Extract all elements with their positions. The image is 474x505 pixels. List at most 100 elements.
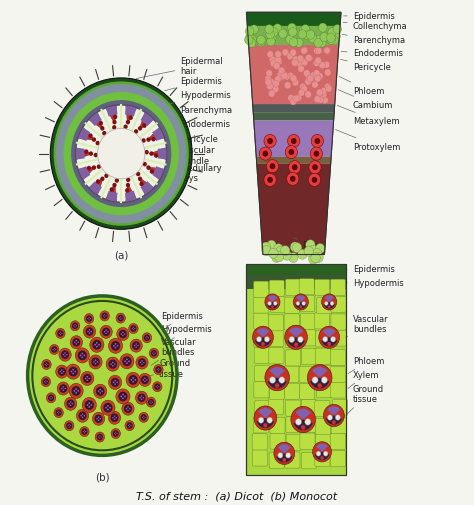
Circle shape: [87, 331, 89, 333]
Circle shape: [138, 177, 142, 182]
Circle shape: [96, 342, 98, 344]
FancyBboxPatch shape: [315, 331, 330, 347]
Circle shape: [120, 396, 122, 397]
Circle shape: [143, 416, 144, 417]
Wedge shape: [323, 329, 336, 338]
Circle shape: [290, 50, 296, 57]
Circle shape: [296, 302, 300, 306]
Circle shape: [116, 314, 126, 324]
Circle shape: [126, 178, 130, 183]
Circle shape: [324, 84, 331, 91]
Circle shape: [64, 388, 66, 389]
Circle shape: [114, 380, 116, 382]
Circle shape: [69, 424, 70, 425]
Circle shape: [134, 328, 136, 329]
Circle shape: [124, 333, 126, 335]
Circle shape: [304, 247, 313, 257]
Circle shape: [270, 164, 275, 170]
Circle shape: [70, 336, 82, 349]
Circle shape: [278, 29, 287, 38]
Circle shape: [66, 354, 68, 356]
Circle shape: [277, 72, 283, 79]
Circle shape: [143, 379, 144, 381]
Circle shape: [72, 323, 78, 329]
Circle shape: [92, 166, 96, 171]
Circle shape: [330, 37, 338, 46]
Circle shape: [74, 324, 76, 326]
Circle shape: [328, 415, 333, 421]
Circle shape: [100, 389, 101, 390]
FancyBboxPatch shape: [284, 366, 299, 382]
FancyBboxPatch shape: [284, 314, 299, 330]
Circle shape: [76, 410, 89, 422]
Circle shape: [86, 316, 92, 322]
Circle shape: [306, 31, 315, 40]
Circle shape: [114, 433, 115, 434]
Circle shape: [130, 379, 132, 381]
Circle shape: [73, 338, 81, 347]
Circle shape: [129, 426, 130, 428]
Circle shape: [300, 306, 302, 309]
Circle shape: [110, 414, 118, 422]
Circle shape: [113, 382, 114, 383]
Circle shape: [87, 167, 91, 171]
Circle shape: [67, 399, 74, 408]
Circle shape: [139, 413, 148, 423]
Circle shape: [116, 389, 130, 404]
Circle shape: [92, 340, 101, 350]
Circle shape: [274, 76, 281, 83]
Circle shape: [100, 436, 102, 438]
FancyBboxPatch shape: [331, 296, 346, 313]
Circle shape: [146, 339, 147, 340]
Circle shape: [90, 337, 104, 352]
Circle shape: [96, 346, 98, 348]
FancyBboxPatch shape: [299, 367, 314, 383]
Circle shape: [136, 391, 148, 405]
Circle shape: [292, 243, 302, 254]
Text: Parenchyma: Parenchyma: [342, 35, 405, 45]
Wedge shape: [296, 296, 306, 302]
Circle shape: [327, 34, 335, 43]
Circle shape: [73, 373, 74, 375]
Circle shape: [155, 353, 156, 354]
Circle shape: [272, 253, 281, 263]
Circle shape: [298, 250, 307, 260]
Polygon shape: [152, 128, 164, 142]
Circle shape: [116, 417, 117, 419]
Circle shape: [51, 399, 52, 400]
Polygon shape: [139, 113, 154, 131]
Polygon shape: [106, 184, 117, 203]
Circle shape: [294, 39, 303, 48]
Circle shape: [72, 386, 81, 396]
Circle shape: [295, 419, 301, 425]
Circle shape: [130, 425, 132, 426]
Circle shape: [122, 402, 134, 416]
Circle shape: [69, 384, 83, 398]
Circle shape: [281, 246, 290, 256]
Circle shape: [75, 105, 167, 204]
Circle shape: [273, 63, 280, 70]
Circle shape: [305, 92, 311, 99]
Circle shape: [271, 306, 274, 309]
Circle shape: [150, 170, 154, 174]
Circle shape: [127, 410, 129, 411]
Wedge shape: [268, 296, 277, 302]
Circle shape: [128, 324, 138, 334]
Circle shape: [149, 402, 150, 403]
Circle shape: [76, 107, 166, 202]
Wedge shape: [269, 367, 285, 378]
Circle shape: [145, 337, 146, 339]
Circle shape: [114, 383, 116, 385]
FancyBboxPatch shape: [253, 417, 268, 433]
Text: Protoxylem: Protoxylem: [336, 130, 400, 151]
Circle shape: [301, 60, 308, 67]
Text: Epidermis: Epidermis: [346, 264, 395, 273]
Circle shape: [309, 161, 321, 174]
Polygon shape: [89, 178, 103, 195]
Circle shape: [275, 57, 282, 64]
Circle shape: [142, 333, 152, 343]
Circle shape: [70, 405, 72, 407]
Circle shape: [58, 414, 59, 415]
Circle shape: [301, 425, 305, 430]
Circle shape: [102, 132, 106, 136]
